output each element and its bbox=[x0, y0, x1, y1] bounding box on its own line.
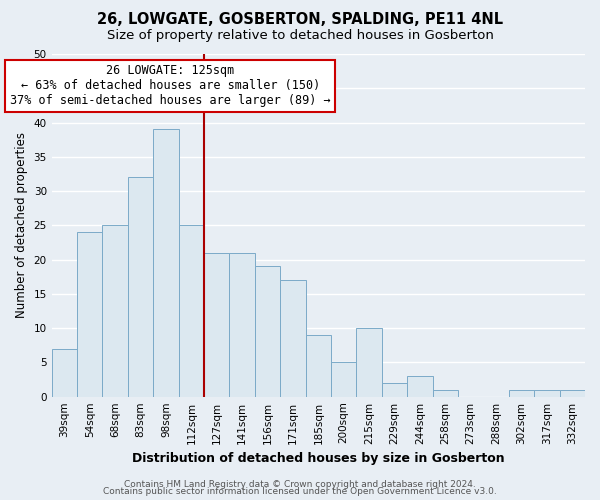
Bar bbox=[433, 390, 458, 396]
Bar bbox=[331, 362, 356, 396]
Bar bbox=[255, 266, 280, 396]
Bar bbox=[153, 130, 179, 396]
Bar bbox=[560, 390, 585, 396]
Text: Contains public sector information licensed under the Open Government Licence v3: Contains public sector information licen… bbox=[103, 487, 497, 496]
Bar bbox=[179, 226, 204, 396]
Text: Size of property relative to detached houses in Gosberton: Size of property relative to detached ho… bbox=[107, 29, 493, 42]
Text: 26 LOWGATE: 125sqm
← 63% of detached houses are smaller (150)
37% of semi-detach: 26 LOWGATE: 125sqm ← 63% of detached hou… bbox=[10, 64, 331, 108]
Y-axis label: Number of detached properties: Number of detached properties bbox=[15, 132, 28, 318]
Bar bbox=[103, 226, 128, 396]
Bar bbox=[534, 390, 560, 396]
Bar bbox=[204, 253, 229, 396]
X-axis label: Distribution of detached houses by size in Gosberton: Distribution of detached houses by size … bbox=[132, 452, 505, 465]
Bar bbox=[305, 335, 331, 396]
Bar bbox=[382, 383, 407, 396]
Bar bbox=[407, 376, 433, 396]
Bar bbox=[280, 280, 305, 396]
Bar bbox=[229, 253, 255, 396]
Text: 26, LOWGATE, GOSBERTON, SPALDING, PE11 4NL: 26, LOWGATE, GOSBERTON, SPALDING, PE11 4… bbox=[97, 12, 503, 28]
Bar bbox=[356, 328, 382, 396]
Bar bbox=[77, 232, 103, 396]
Bar bbox=[509, 390, 534, 396]
Bar bbox=[128, 178, 153, 396]
Text: Contains HM Land Registry data © Crown copyright and database right 2024.: Contains HM Land Registry data © Crown c… bbox=[124, 480, 476, 489]
Bar bbox=[52, 348, 77, 397]
